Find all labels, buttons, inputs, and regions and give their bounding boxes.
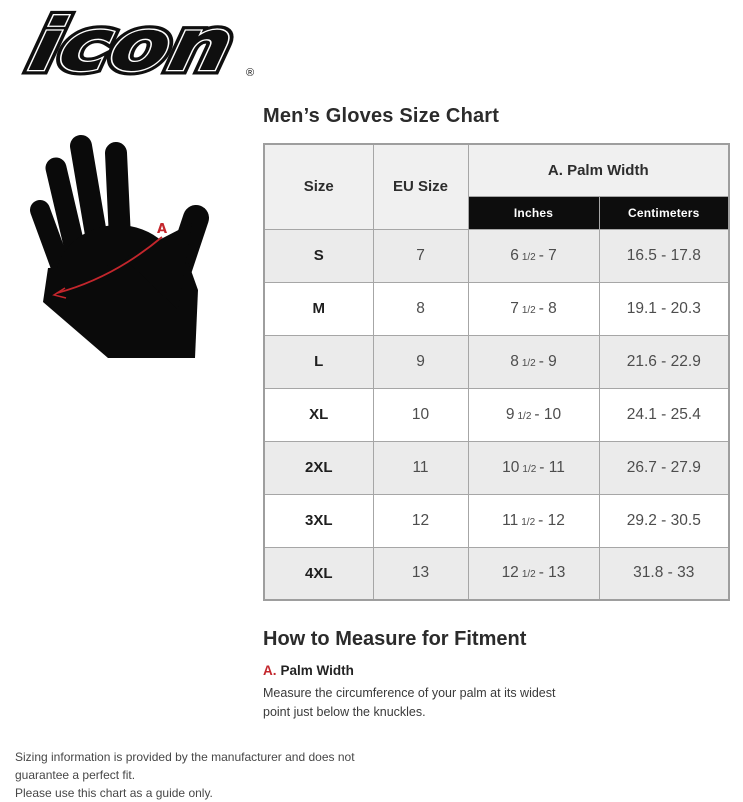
inches-value: 6 1/2- 7 (467, 228, 600, 283)
column-header-palm-width: A. Palm Width (467, 143, 730, 197)
palm-width-measure-line (52, 236, 163, 299)
inches-value: 8 1/2- 9 (467, 334, 600, 389)
column-header-eu-size: EU Size (372, 143, 469, 230)
palm-width-item-label: A. Palm Width (263, 663, 354, 678)
size-value: 4XL (263, 546, 374, 601)
eu-size-value: 12 (372, 493, 469, 548)
centimeters-value: 26.7 - 27.9 (598, 440, 730, 495)
palm-width-measure-label: A (157, 222, 167, 237)
registered-trademark-symbol: ® (246, 67, 254, 79)
inches-value: 9 1/2- 10 (467, 387, 600, 442)
centimeters-value: 31.8 - 33 (598, 546, 730, 601)
palm-width-description: Measure the circumference of your palm a… (263, 686, 556, 720)
size-value: 2XL (263, 440, 374, 495)
eu-size-value: 9 (372, 334, 469, 389)
inches-value: 10 1/2- 11 (467, 440, 600, 495)
centimeters-value: 24.1 - 25.4 (598, 387, 730, 442)
centimeters-value: 21.6 - 22.9 (598, 334, 730, 389)
table-row-4xl: 4XL 13 12 1/2- 13 31.8 - 33 (263, 546, 730, 601)
table-row-xl: XL 10 9 1/2- 10 24.1 - 25.4 (263, 387, 730, 442)
eu-size-value: 7 (372, 228, 469, 283)
size-value: XL (263, 387, 374, 442)
measure-point-name: Palm Width (280, 663, 354, 678)
size-chart-table: Size EU Size A. Palm Width Inches Centim… (263, 143, 731, 601)
glove-silhouette-graphic: A (30, 135, 209, 358)
brand-logo: icon icon ® (14, 0, 259, 92)
centimeters-value: 16.5 - 17.8 (598, 228, 730, 283)
column-header-size: Size (263, 143, 374, 230)
hand-silhouette (30, 135, 209, 358)
inches-value: 7 1/2- 8 (467, 281, 600, 336)
icon-logo-graphic: icon icon ® (17, 0, 254, 92)
size-value: S (263, 228, 374, 283)
table-row-3xl: 3XL 12 11 1/2- 12 29.2 - 30.5 (263, 493, 730, 548)
logo-text: icon (22, 4, 241, 88)
disclaimer-line1: Sizing information is provided by the ma… (15, 750, 355, 782)
inches-value: 12 1/2- 13 (467, 546, 600, 601)
eu-size-value: 11 (372, 440, 469, 495)
eu-size-value: 13 (372, 546, 469, 601)
table-row-2xl: 2XL 11 10 1/2- 11 26.7 - 27.9 (263, 440, 730, 495)
size-chart-title: Men’s Gloves Size Chart (263, 105, 500, 127)
eu-size-value: 10 (372, 387, 469, 442)
table-row-m: M 8 7 1/2- 8 19.1 - 20.3 (263, 281, 730, 336)
disclaimer-line2: Please use this chart as a guide only. (15, 786, 213, 800)
eu-size-value: 8 (372, 281, 469, 336)
inches-value: 11 1/2- 12 (467, 493, 600, 548)
glove-diagram: A (20, 130, 254, 392)
column-header-centimeters: Centimeters (598, 195, 730, 230)
logo-text-outline: icon (22, 4, 241, 88)
disclaimer: Sizing information is provided by the ma… (15, 748, 363, 802)
column-header-inches: Inches (467, 195, 600, 230)
measure-point-letter: A. (263, 663, 277, 678)
centimeters-value: 29.2 - 30.5 (598, 493, 730, 548)
table-row-s: S 7 6 1/2- 7 16.5 - 17.8 (263, 228, 730, 283)
table-row-l: L 9 8 1/2- 9 21.6 - 22.9 (263, 334, 730, 389)
size-value: L (263, 334, 374, 389)
centimeters-value: 19.1 - 20.3 (598, 281, 730, 336)
size-value: M (263, 281, 374, 336)
measure-section-title: How to Measure for Fitment (263, 628, 527, 650)
size-value: 3XL (263, 493, 374, 548)
